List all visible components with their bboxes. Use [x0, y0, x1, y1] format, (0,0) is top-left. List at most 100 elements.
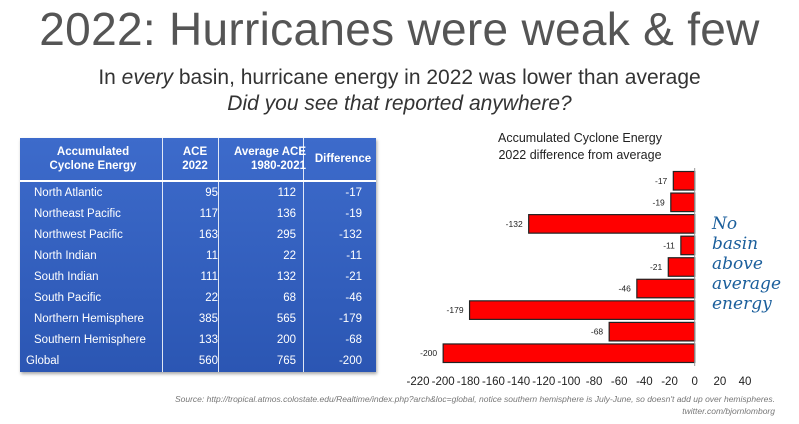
chart-tick-label: 20	[713, 376, 726, 388]
chart-tick-label: 0	[691, 376, 697, 388]
chart-tick-label: -180	[457, 376, 480, 388]
chart-tick-label: -100	[557, 376, 580, 388]
annotation-line: above	[712, 254, 763, 274]
row-average: 765	[276, 354, 296, 367]
row-difference: -46	[345, 291, 362, 304]
ace-table: Accumulated Cyclone Energy ACE 2022 Avera…	[20, 138, 376, 372]
row-ace-2022: 163	[198, 228, 218, 241]
chart-bar	[528, 214, 696, 234]
row-average: 200	[276, 333, 296, 346]
table-row: North Indian 11 22 -11	[20, 245, 376, 266]
chart-data-label: -200	[420, 348, 437, 358]
row-difference: -17	[345, 186, 362, 199]
chart-bar	[608, 321, 696, 342]
row-difference: -200	[338, 354, 362, 367]
chart-bar	[670, 192, 696, 213]
chart-tick-label: 40	[739, 376, 752, 388]
subtitle-line-2: Did you see that reported anywhere?	[227, 92, 572, 115]
row-average: 22	[283, 249, 296, 262]
table-row: South Pacific 22 68 -46	[20, 287, 376, 308]
chart-data-label: -19	[652, 197, 665, 207]
row-average: 132	[276, 270, 296, 283]
row-difference: -179	[338, 312, 362, 325]
table-divider	[218, 138, 219, 372]
table-row: Global 560 765 -200	[20, 350, 376, 371]
source-note: Source: http://tropical.atmos.colostate.…	[175, 393, 775, 417]
chart-tick-label: -160	[482, 376, 505, 388]
chart-bar	[468, 300, 696, 320]
table-row: North Atlantic 95 112 -17	[20, 181, 376, 203]
annotation-line: basin	[712, 234, 759, 254]
row-basin: Northeast Pacific	[34, 207, 121, 220]
table-row: South Indian 111 132 -21	[20, 266, 376, 287]
row-basin: North Indian	[34, 249, 97, 262]
chart-title-block: Accumulated Cyclone Energy 2022 differen…	[470, 130, 690, 164]
row-basin: Southern Hemisphere	[34, 333, 146, 346]
header-basin-line1: Accumulated	[56, 146, 130, 158]
row-basin: Northern Hemisphere	[34, 312, 144, 325]
page-title: 2022: Hurricanes were weak & few	[39, 3, 760, 55]
header-average-line1: Average ACE	[233, 146, 306, 158]
chart-data-label: -179	[447, 305, 464, 315]
chart-bar	[680, 235, 696, 256]
annotation-line: average	[712, 274, 782, 294]
row-ace-2022: 117	[199, 207, 218, 220]
ace-table-grid: Accumulated Cyclone Energy ACE 2022 Avera…	[20, 138, 376, 371]
chart-bar	[672, 170, 696, 191]
subtitle-post: basin, hurricane energy in 2022 was lowe…	[173, 66, 701, 89]
chart-bar	[667, 257, 696, 277]
row-difference: -21	[345, 270, 362, 283]
header-basin-line2: Cyclone Energy	[49, 160, 137, 172]
row-average: 136	[276, 207, 296, 220]
subtitle-pre: In	[98, 66, 122, 89]
row-ace-2022: 385	[198, 312, 218, 325]
source-text: Source: http://tropical.atmos.colostate.…	[174, 394, 775, 404]
chart-bar	[636, 278, 696, 299]
header-basin: Accumulated Cyclone Energy	[20, 138, 166, 182]
chart-subtitle: 2022 difference from average	[498, 148, 662, 162]
table-row: Northeast Pacific 117 136 -19	[20, 203, 376, 224]
row-ace-2022: 560	[198, 354, 218, 367]
row-basin: South Indian	[34, 270, 99, 283]
table-row: Northwest Pacific 163 295 -132	[20, 224, 376, 245]
row-difference: -11	[346, 249, 362, 262]
source-handle: twitter.com/bjornlomborg	[682, 406, 775, 416]
chart-data-label: -17	[655, 176, 668, 186]
table-divider	[303, 138, 304, 372]
chart-tick-label: -20	[661, 376, 678, 388]
chart-bar	[442, 343, 696, 364]
row-average: 295	[276, 228, 296, 241]
annotation-line: No	[712, 214, 738, 234]
table-header-row: Accumulated Cyclone Energy ACE 2022 Avera…	[20, 138, 376, 182]
chart-tick-label: -80	[586, 376, 603, 388]
chart-data-label: -132	[506, 219, 523, 229]
chart-data-label: -68	[591, 327, 604, 337]
row-ace-2022: 11	[206, 249, 218, 262]
chart-tick-label: -200	[432, 376, 455, 388]
chart-tick-label: -60	[611, 376, 628, 388]
row-average: 68	[283, 291, 296, 304]
row-difference: -132	[338, 228, 362, 241]
row-ace-2022: 111	[200, 270, 218, 283]
header-average-line2: 1980-2021	[251, 160, 306, 172]
annotation-line: energy	[712, 294, 772, 314]
chart-tick-label: -220	[406, 376, 429, 388]
row-basin: North Atlantic	[34, 186, 103, 199]
row-basin: Northwest Pacific	[34, 228, 123, 241]
annotation-no-basin: No basin above average energy	[712, 214, 781, 314]
chart-data-label: -21	[650, 262, 663, 272]
row-average: 565	[276, 312, 296, 325]
row-ace-2022: 95	[205, 186, 218, 199]
chart-title: Accumulated Cyclone Energy	[498, 131, 662, 145]
header-ace-2022: ACE 2022	[166, 138, 224, 182]
chart-tick-label: -120	[532, 376, 555, 388]
table-row: Northern Hemisphere 385 565 -179	[20, 308, 376, 329]
table-divider	[162, 138, 163, 372]
row-ace-2022: 22	[205, 291, 218, 304]
table-row: Southern Hemisphere 133 200 -68	[20, 329, 376, 350]
header-difference: Difference	[310, 138, 376, 182]
chart-data-label: -11	[663, 240, 675, 250]
row-average: 112	[277, 186, 296, 199]
row-ace-2022: 133	[198, 333, 218, 346]
